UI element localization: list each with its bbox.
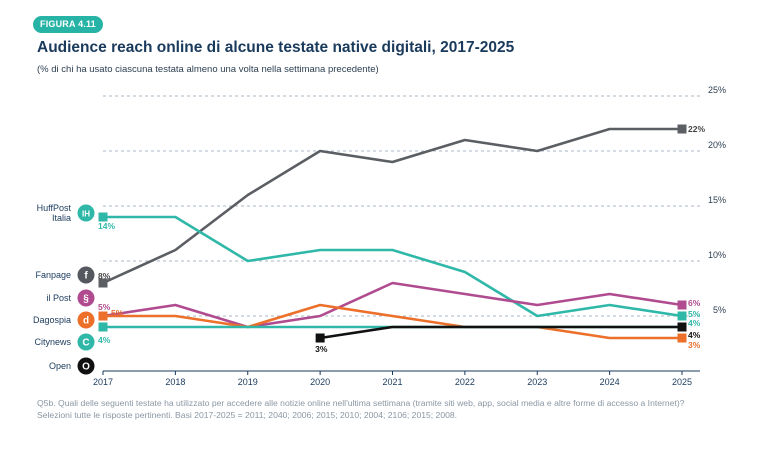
series-line-huffpost-italia — [101, 215, 684, 318]
series-marker-open-end — [677, 322, 687, 332]
data-label-end-il-post: 6% — [688, 298, 701, 308]
fanpage-logo-icon-circle — [77, 266, 95, 284]
ilpost-logo-icon-circle — [77, 289, 95, 307]
series-marker-il-post-end — [677, 300, 687, 310]
data-label-start-open: 3% — [315, 344, 328, 354]
dagospia-logo-icon: d — [77, 311, 95, 329]
data-label-start-citynews: 4% — [98, 335, 111, 345]
y-tick-label: 20% — [708, 140, 726, 150]
gridlines: 5% 10% 15% 20% 25% — [103, 85, 726, 317]
x-tick-label: 2021 — [382, 377, 402, 387]
series-marker-dagospia-end — [677, 333, 687, 343]
brand-label-huffpost: Italia — [52, 213, 71, 223]
series-line-dagospia — [101, 303, 684, 340]
survey-note: Q5b. Quali delle seguenti testate ha uti… — [37, 397, 737, 421]
series-marker-open-start — [315, 333, 325, 343]
x-tick-label: 2018 — [165, 377, 185, 387]
x-tick-label: 2017 — [93, 377, 113, 387]
chart-title: Audience reach online di alcune testate … — [37, 39, 515, 56]
figure-badge: FIGURA 4.11 — [33, 16, 103, 33]
series-lines — [98, 124, 687, 343]
y-tick-label: 15% — [708, 195, 726, 205]
series-marker-citynews-start — [98, 322, 108, 332]
dagospia-logo-icon-circle — [77, 311, 95, 329]
open-logo-icon: O — [77, 357, 95, 375]
open-logo-icon-circle — [77, 357, 95, 375]
citynews-logo-icon: C — [77, 333, 95, 351]
series-line-il-post — [101, 281, 684, 329]
series-marker-huffpost-italia-end — [677, 311, 687, 321]
series-marker-dagospia-start — [98, 311, 108, 321]
x-tick-label: 2020 — [310, 377, 330, 387]
huffpost-logo-icon-circle — [77, 204, 95, 222]
citynews-logo-icon-glyph: C — [82, 338, 89, 349]
brand-label-huffpost: HuffPost — [37, 203, 72, 213]
data-label-start-il-post: 5% — [98, 302, 111, 312]
brand-label-open: Open — [49, 361, 71, 371]
data-label-end-open: 4% — [688, 330, 701, 340]
survey-note-line-1: Q5b. Quali delle seguenti testate ha uti… — [37, 398, 685, 408]
series-marker-huffpost-italia-start — [98, 212, 108, 222]
brand-label-ilpost: il Post — [46, 293, 71, 303]
data-label-start-fanpage: 8% — [98, 271, 111, 281]
brand-label-fanpage: Fanpage — [35, 270, 71, 280]
brand-label-dagospia: Dagospia — [33, 315, 71, 325]
huffpost-logo-icon: IH — [77, 204, 95, 222]
x-axis: 2017 2018 2019 2020 2021 2022 2023 2024 2025 — [93, 370, 700, 387]
chart-subtitle: (% di chi ha usato ciascuna testata alme… — [37, 64, 379, 75]
data-label-start-huffpost-italia: 14% — [98, 221, 115, 231]
ilpost-logo-icon: § — [77, 289, 95, 307]
data-label-end-huffpost-italia: 5% — [688, 309, 701, 319]
survey-note-line-2: Selezioni tutte le risposte pertinenti. … — [37, 410, 458, 420]
series-line-open — [318, 325, 684, 340]
fanpage-logo-icon-glyph: f — [84, 271, 88, 282]
y-tick-label: 10% — [708, 250, 726, 260]
citynews-logo-icon-circle — [77, 333, 95, 351]
data-label-start-dagospia: 5% — [111, 308, 124, 318]
data-label-end-citynews: 4% — [688, 318, 701, 328]
ilpost-logo-icon-glyph: § — [83, 294, 89, 305]
data-labels: 8%22%14%5%5% 6%5%3%4%4%3%4% — [98, 124, 705, 354]
huffpost-logo-icon-glyph: IH — [82, 210, 90, 219]
open-logo-icon-glyph: O — [82, 362, 90, 373]
y-tick-label: 5% — [713, 305, 726, 315]
series-marker-fanpage-start — [98, 278, 108, 288]
y-tick-label: 25% — [708, 85, 726, 95]
x-tick-label: 2024 — [600, 377, 620, 387]
x-tick-label: 2019 — [238, 377, 258, 387]
brand-label-citynews: Citynews — [34, 337, 71, 347]
data-label-end-dagospia: 3% — [688, 340, 701, 350]
series-marker-fanpage-end — [677, 124, 687, 134]
x-tick-label: 2025 — [672, 377, 692, 387]
dagospia-logo-icon-glyph: d — [83, 316, 89, 327]
x-tick-label: 2022 — [455, 377, 475, 387]
x-tick-label: 2023 — [527, 377, 547, 387]
fanpage-logo-icon: f — [77, 266, 95, 284]
data-label-end-fanpage: 22% — [688, 124, 705, 134]
